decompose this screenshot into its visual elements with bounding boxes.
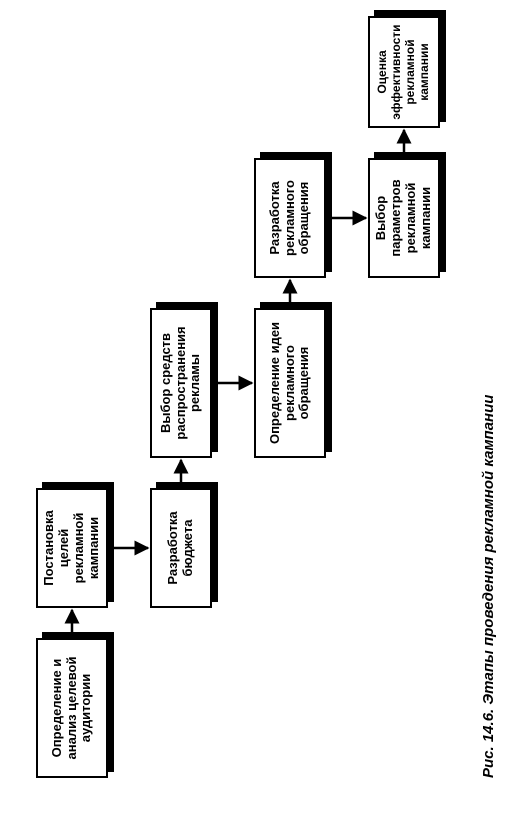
caption-text: Рис. 14.6. Этапы проведения рекламной ка…	[480, 395, 497, 778]
node-box: Определение и анализ целевой аудитории	[36, 638, 108, 778]
flow-node-n2: Постановка целей рекламной кампании	[36, 488, 108, 608]
node-label: Выбор параметров рекламной кампании	[374, 166, 434, 270]
node-label: Определение идеи рекламного обращения	[268, 316, 313, 450]
node-box: Выбор средств распространения рекламы	[150, 308, 212, 458]
flow-node-n7: Выбор параметров рекламной кампании	[368, 158, 440, 278]
node-label: Оценка эффективности рекламной кампании	[376, 24, 431, 120]
node-label: Выбор средств распространения рекламы	[159, 316, 204, 450]
diagram-stage: Рис. 14.6. Этапы проведения рекламной ка…	[0, 0, 511, 814]
node-label: Разработка бюджета	[166, 496, 196, 600]
node-box: Выбор параметров рекламной кампании	[368, 158, 440, 278]
figure-caption: Рис. 14.6. Этапы проведения рекламной ка…	[480, 395, 497, 778]
node-box: Определение идеи рекламного обращения	[254, 308, 326, 458]
flow-node-n3: Разработка бюджета	[150, 488, 212, 608]
node-box: Оценка эффективности рекламной кампании	[368, 16, 440, 128]
node-label: Разработка рекламного обращения	[268, 166, 313, 270]
node-label: Определение и анализ целевой аудитории	[50, 646, 95, 770]
flow-node-n5: Определение идеи рекламного обращения	[254, 308, 326, 458]
flow-node-n8: Оценка эффективности рекламной кампании	[368, 16, 440, 128]
flow-node-n4: Выбор средств распространения рекламы	[150, 308, 212, 458]
node-box: Разработка рекламного обращения	[254, 158, 326, 278]
flow-node-n6: Разработка рекламного обращения	[254, 158, 326, 278]
node-label: Постановка целей рекламной кампании	[42, 496, 102, 600]
diagram-rotated-canvas: Рис. 14.6. Этапы проведения рекламной ка…	[0, 0, 511, 814]
node-box: Разработка бюджета	[150, 488, 212, 608]
flow-node-n1: Определение и анализ целевой аудитории	[36, 638, 108, 778]
node-box: Постановка целей рекламной кампании	[36, 488, 108, 608]
